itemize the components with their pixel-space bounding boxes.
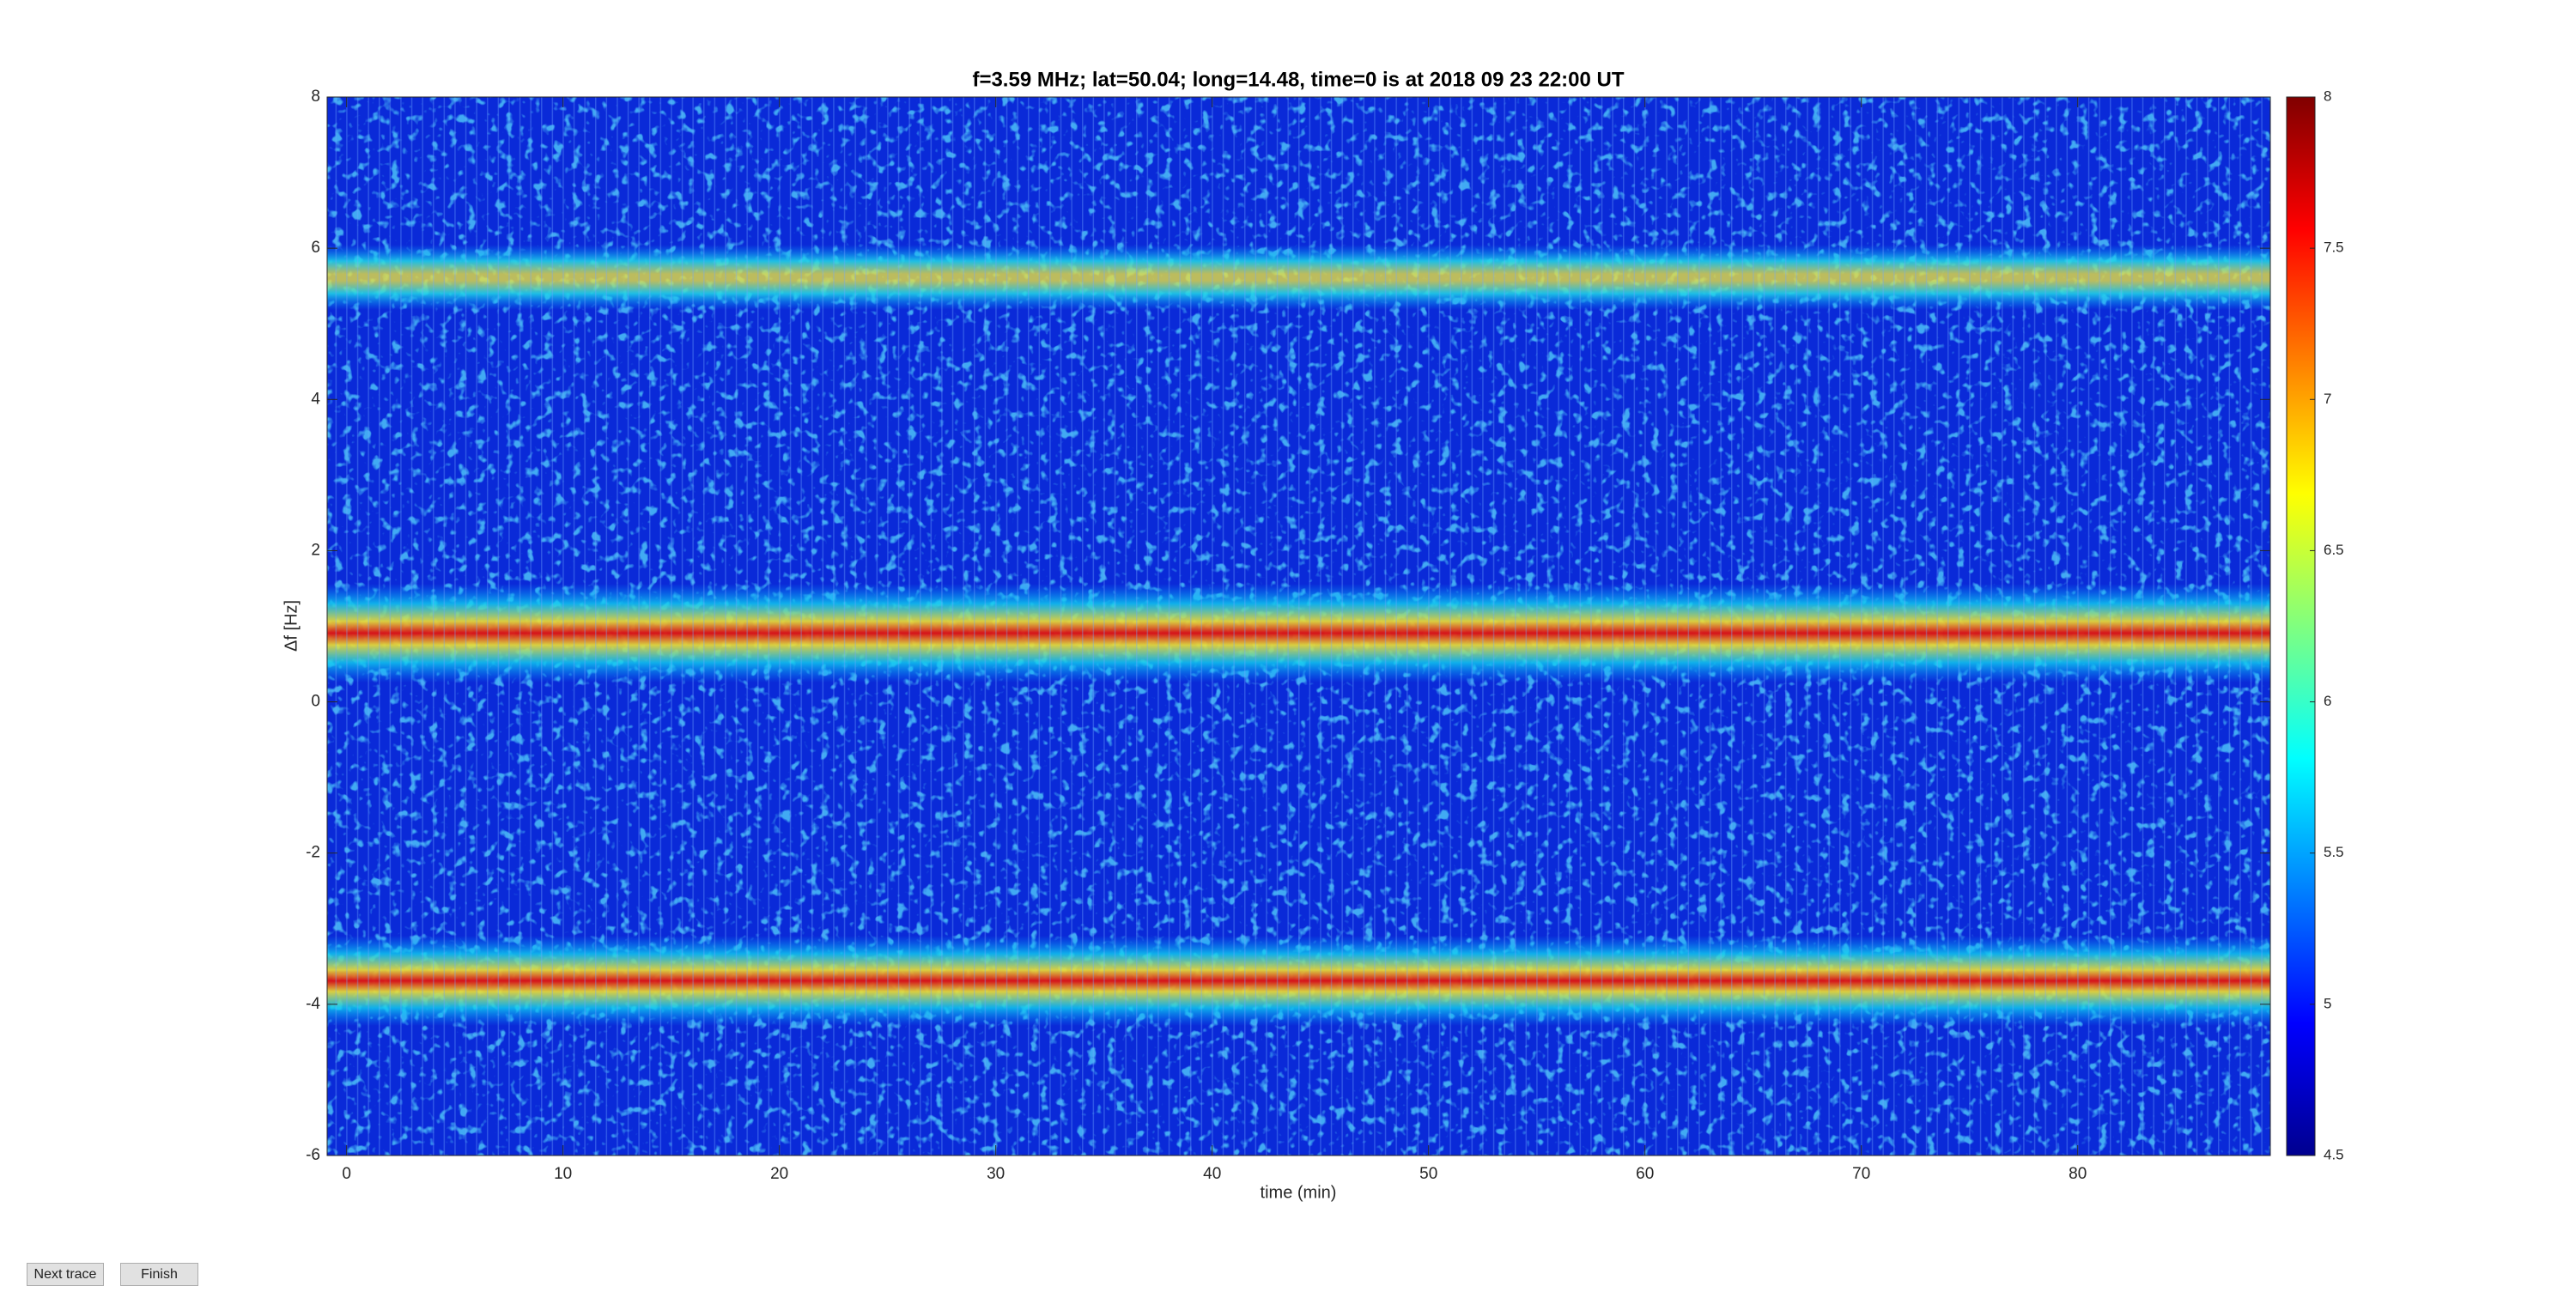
y-tick-label: -2 xyxy=(306,844,320,862)
y-tick-label: 8 xyxy=(311,88,320,106)
colorbar-tick-label: 5 xyxy=(2324,995,2331,1011)
y-tick-label: 4 xyxy=(311,390,320,408)
spectrogram-image xyxy=(327,97,2270,1156)
colorbar-tick-label: 7 xyxy=(2324,391,2331,407)
colorbar xyxy=(2286,96,2316,1156)
colorbar-tick-label: 7.5 xyxy=(2324,240,2344,256)
x-tick-label: 0 xyxy=(342,1165,351,1183)
colorbar-tick-label: 4.5 xyxy=(2324,1146,2344,1162)
x-tick-label: 50 xyxy=(1419,1165,1437,1183)
plot-frame xyxy=(326,96,2271,1156)
figure: f=3.59 MHz; lat=50.04; long=14.48, time=… xyxy=(282,68,2344,1202)
y-tick-label: -4 xyxy=(306,995,320,1013)
finish-button[interactable]: Finish xyxy=(120,1263,198,1286)
x-tick-label: 70 xyxy=(1852,1165,1870,1183)
colorbar-tick-label: 8 xyxy=(2324,88,2331,104)
colorbar-tick-label: 6.5 xyxy=(2324,542,2344,558)
y-tick-label: 0 xyxy=(311,693,320,711)
x-tick-label: 80 xyxy=(2069,1165,2087,1183)
colorbar-tick-label: 6 xyxy=(2324,693,2331,709)
y-axis-label: Δf [Hz] xyxy=(282,600,301,652)
x-tick-label: 20 xyxy=(770,1165,788,1183)
x-axis-label: time (min) xyxy=(1261,1183,1337,1202)
x-tick-label: 10 xyxy=(554,1165,572,1183)
chart-title: f=3.59 MHz; lat=50.04; long=14.48, time=… xyxy=(972,68,1624,91)
next-trace-button[interactable]: Next trace xyxy=(27,1263,104,1286)
x-tick-label: 40 xyxy=(1203,1165,1221,1183)
x-tick-label: 30 xyxy=(987,1165,1005,1183)
y-tick-label: 2 xyxy=(311,541,320,559)
colorbar-tick-label: 5.5 xyxy=(2324,844,2344,860)
x-tick-label: 60 xyxy=(1636,1165,1654,1183)
y-tick-label: -6 xyxy=(306,1146,320,1164)
y-tick-label: 6 xyxy=(311,239,320,257)
